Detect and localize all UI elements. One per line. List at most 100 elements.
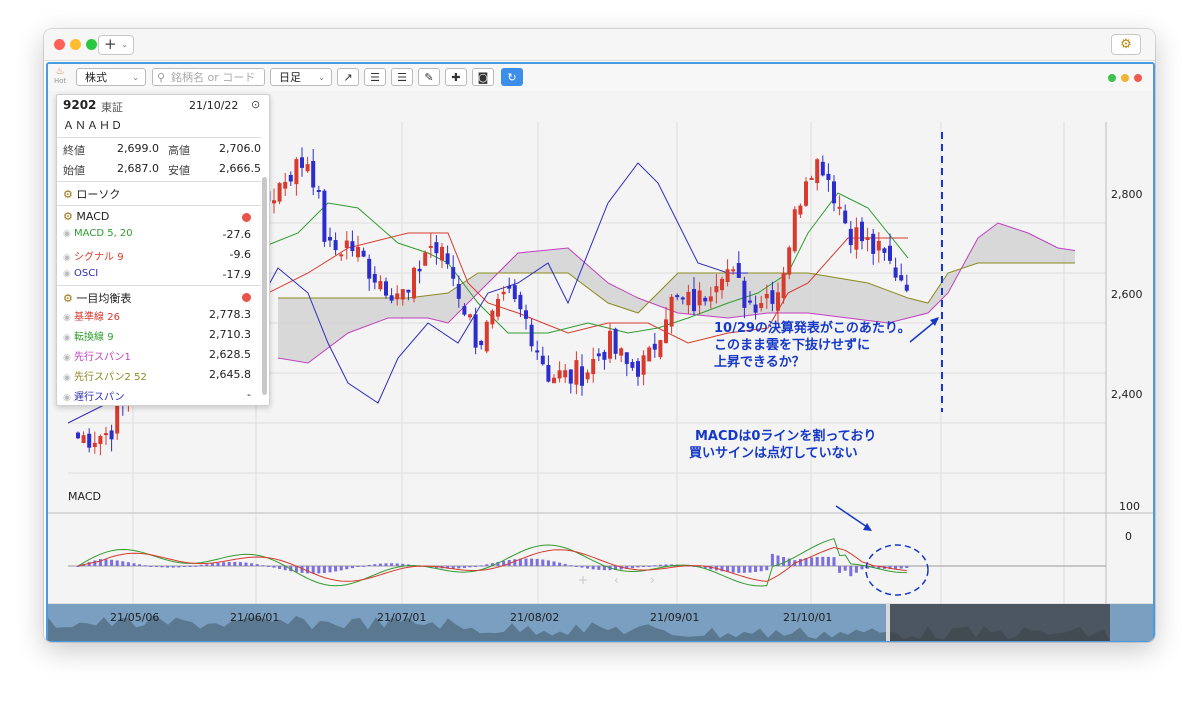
candle-body [848, 228, 853, 246]
eye-icon[interactable]: ◉ [63, 373, 71, 383]
candle-body [272, 200, 276, 204]
candle-body [115, 405, 120, 434]
candle-body [440, 246, 444, 261]
eye-icon[interactable]: ◉ [63, 393, 71, 403]
osci-bar [194, 565, 198, 567]
candle-body [490, 310, 495, 325]
osci-bar [770, 553, 774, 566]
candle-section[interactable]: ⚙ ローソク [63, 186, 120, 202]
tenkan-row-label: 転換線 9 [74, 332, 114, 343]
signal-line [77, 546, 907, 582]
nav-right-icon: › [650, 573, 655, 587]
candle-body [781, 272, 786, 299]
info-panel-scrollbar[interactable] [262, 177, 267, 395]
osci-bar [306, 566, 310, 574]
pencil-icon: ✎ [424, 71, 434, 84]
chart-toolbar: ♨ Hot 株式 ⌄ ⚲ 銘柄名 or コード 日足 ⌄ ↗ ☰ ☰ ✎ ✚ ◙ ↻ [48, 64, 1153, 91]
divider [57, 181, 261, 182]
candle-body [731, 269, 736, 272]
osci-bar [642, 566, 646, 567]
candle-body [109, 430, 114, 440]
osci-bar [849, 566, 853, 577]
candle-body [384, 281, 388, 296]
draw-button[interactable]: ✎ [418, 68, 440, 86]
align-right-button[interactable]: ☰ [391, 68, 413, 86]
osci-bar [205, 564, 209, 566]
crosshair-button[interactable]: ✚ [445, 68, 467, 86]
hot-button[interactable]: ♨ Hot [54, 67, 66, 86]
search-input[interactable]: ⚲ 銘柄名 or コード [152, 68, 265, 86]
candle-body [406, 289, 411, 293]
osci-bar [821, 556, 825, 566]
status-dot-green[interactable] [1108, 74, 1116, 82]
trendline-button[interactable]: ↗ [337, 68, 359, 86]
osci-bar [586, 566, 590, 569]
ichimoku-section[interactable]: ⚙ 一目均衡表 [63, 290, 131, 306]
candle-body [608, 330, 612, 359]
osci-bar [222, 562, 226, 566]
osci-bar [490, 563, 494, 566]
osci-bar [182, 566, 186, 568]
screenshot-button[interactable]: ◙ [472, 68, 494, 86]
osci-bar [261, 565, 265, 567]
osci-bar [726, 566, 730, 572]
macd-tick-label: 100 [1119, 500, 1140, 513]
price-tick-label: 2,400 [1111, 388, 1143, 401]
osci-bar [199, 564, 203, 566]
settings-button[interactable]: ⚙ [1111, 34, 1141, 55]
macd-remove-dot[interactable] [242, 213, 251, 222]
price-chart[interactable]: + ‹ › [48, 64, 1153, 641]
eye-icon[interactable]: ◉ [63, 229, 71, 239]
span2-row: ◉ 先行スパン2 52 [63, 368, 147, 383]
osci-bar [602, 566, 606, 571]
candle-body [764, 293, 769, 299]
osci-bar [345, 566, 349, 570]
eye-icon[interactable]: ◉ [63, 269, 71, 279]
collapse-icon[interactable]: ⊙ [251, 98, 261, 111]
align-left-button[interactable]: ☰ [364, 68, 386, 86]
close-button[interactable] [54, 39, 65, 50]
zoom-button[interactable] [86, 39, 97, 50]
minimize-button[interactable] [70, 39, 81, 50]
eye-icon[interactable]: ◉ [63, 313, 71, 323]
osci-bar [541, 559, 545, 566]
refresh-icon: ↻ [507, 71, 517, 84]
candle-body [832, 181, 836, 204]
refresh-button[interactable]: ↻ [501, 68, 523, 86]
candle-body [882, 248, 887, 253]
candle-body [860, 221, 864, 242]
status-dot-yellow[interactable] [1121, 74, 1129, 82]
eye-icon[interactable]: ◉ [63, 253, 71, 263]
osci-bar [266, 566, 270, 567]
candle-body [305, 164, 310, 172]
candle-body [787, 247, 792, 275]
date-tick-label: 21/10/01 [783, 611, 833, 624]
osci-bar [311, 566, 315, 574]
market-select[interactable]: 株式 ⌄ [76, 68, 146, 86]
candle-body [792, 209, 797, 252]
osci-bar [558, 562, 562, 566]
candle-body [776, 292, 780, 311]
chikou-row-label: 遅行スパン [74, 392, 125, 403]
status-dot-red[interactable] [1134, 74, 1142, 82]
macd-row: ◉ MACD 5, 20 [63, 228, 133, 239]
osci-bar [121, 561, 125, 566]
annotation-line: 買いサインは点灯していない [689, 446, 858, 461]
candle-body [736, 263, 741, 278]
candle-body [742, 280, 747, 308]
candle-body [748, 300, 752, 303]
candle-body [344, 240, 349, 248]
candle-body [815, 159, 820, 184]
period-select[interactable]: 日足 ⌄ [270, 68, 332, 86]
eye-icon[interactable]: ◉ [63, 333, 71, 343]
candle-body [652, 343, 657, 350]
osci-bar [446, 566, 450, 569]
osci-bar [658, 564, 662, 566]
osci-bar [720, 566, 724, 572]
eye-icon[interactable]: ◉ [63, 353, 71, 363]
macd-section[interactable]: ⚙ MACD [63, 210, 109, 223]
ichimoku-remove-dot[interactable] [242, 293, 251, 302]
osci-bar [350, 566, 354, 569]
add-tab-button[interactable]: + ⌄ [98, 35, 134, 55]
osci-bar [143, 565, 147, 567]
